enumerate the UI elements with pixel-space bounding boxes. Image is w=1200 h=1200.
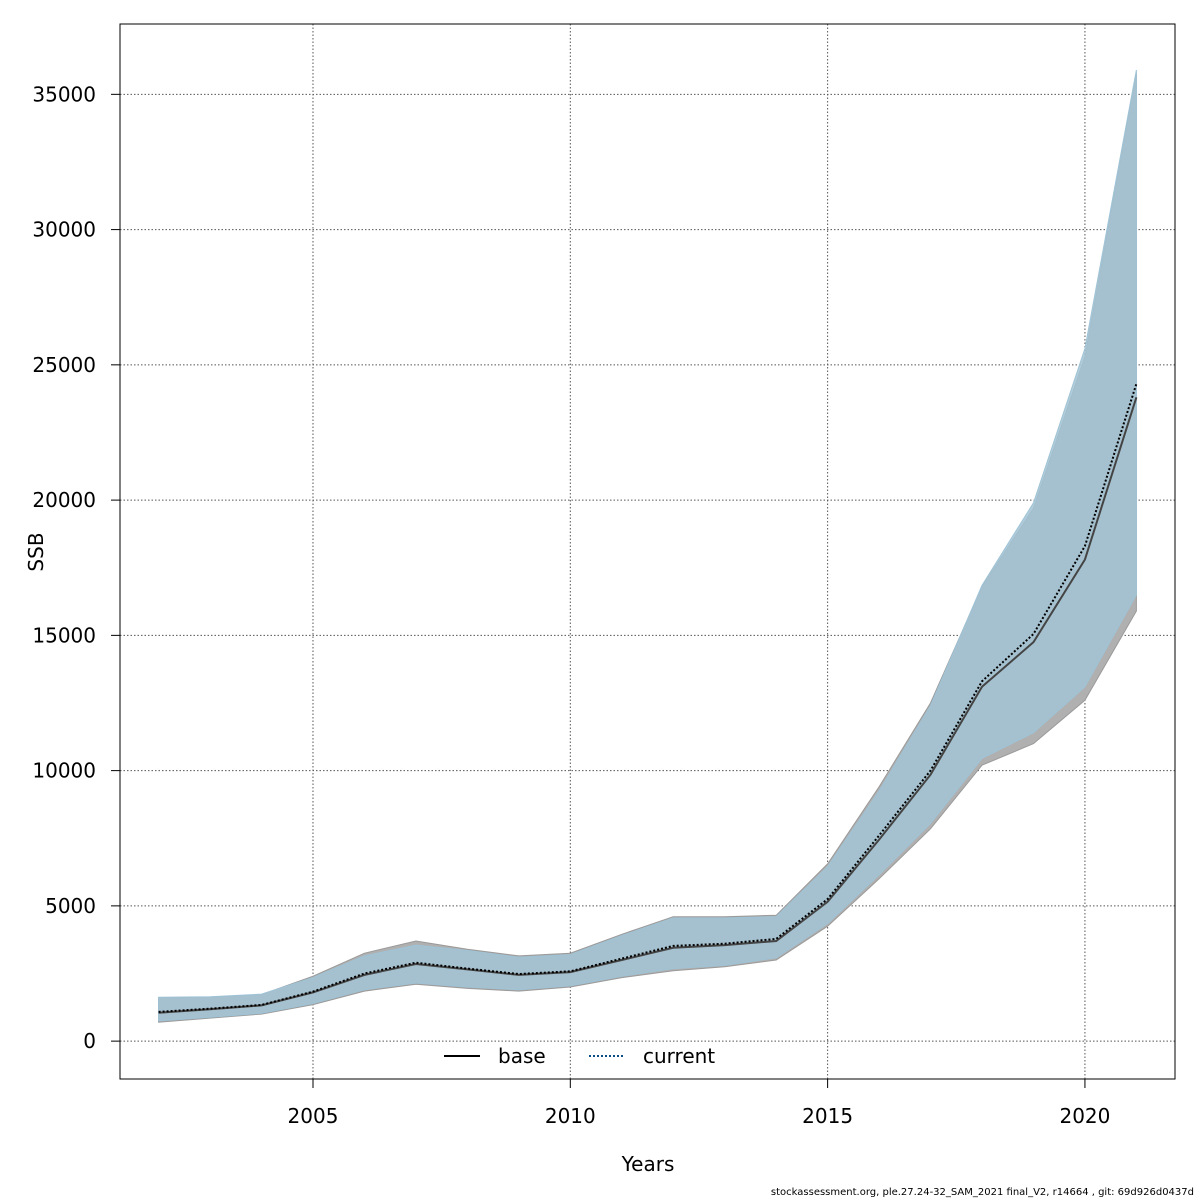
y-tick-label: 30000 <box>32 218 96 242</box>
band-current <box>158 69 1137 1022</box>
y-tick-label: 0 <box>83 1029 96 1053</box>
x-tick-label: 2010 <box>545 1104 596 1128</box>
y-tick-label: 20000 <box>32 488 96 512</box>
y-axis: 0 5000 10000 15000 20000 25000 30000 35000 <box>32 82 120 1053</box>
y-tick-label: 5000 <box>45 894 96 918</box>
x-axis: 2005 2010 2015 2020 <box>288 1079 1110 1128</box>
x-tick-label: 2020 <box>1059 1104 1110 1128</box>
y-axis-title: SSB <box>24 532 48 571</box>
plot-frame <box>119 23 1176 1080</box>
x-axis-title: Years <box>621 1152 675 1176</box>
legend-label-current: current <box>643 1044 715 1068</box>
x-tick-label: 2015 <box>802 1104 853 1128</box>
line-current <box>158 383 1138 1013</box>
series-lines <box>158 383 1138 1014</box>
y-tick-label: 10000 <box>32 759 96 783</box>
y-tick-label: 35000 <box>32 82 96 106</box>
x-tick-label: 2005 <box>288 1104 339 1128</box>
y-tick-label: 15000 <box>32 623 96 647</box>
footer-source-text: stockassessment.org, ple.27.24-32_SAM_20… <box>770 1187 1194 1198</box>
band-base <box>158 72 1137 1023</box>
confidence-bands <box>158 69 1137 1023</box>
legend: base current <box>444 1044 715 1068</box>
y-tick-label: 25000 <box>32 353 96 377</box>
legend-label-base: base <box>498 1044 546 1068</box>
